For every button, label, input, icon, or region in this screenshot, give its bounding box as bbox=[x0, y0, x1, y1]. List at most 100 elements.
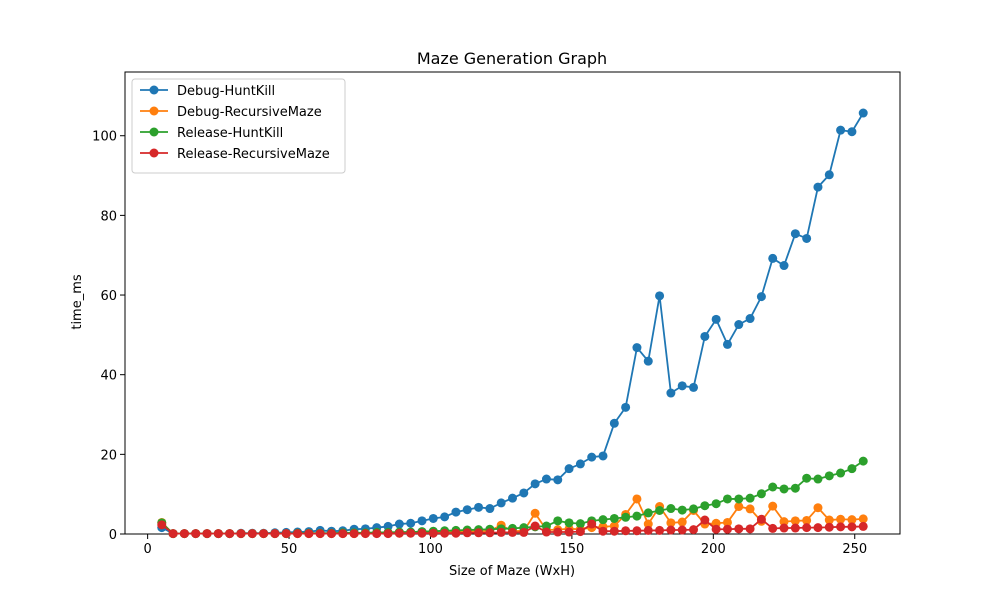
data-point bbox=[677, 505, 687, 515]
data-point bbox=[632, 526, 642, 536]
data-point bbox=[836, 522, 846, 532]
data-point bbox=[281, 529, 291, 539]
data-point bbox=[745, 524, 755, 534]
data-point bbox=[813, 523, 823, 533]
data-point bbox=[722, 339, 732, 349]
data-point bbox=[689, 504, 699, 514]
data-point bbox=[632, 511, 642, 521]
data-point bbox=[293, 529, 303, 539]
data-point bbox=[836, 514, 846, 524]
data-point bbox=[575, 519, 585, 529]
x-tick-label: 50 bbox=[281, 542, 298, 557]
data-point bbox=[836, 125, 846, 135]
data-point bbox=[326, 529, 336, 539]
data-point bbox=[813, 474, 823, 484]
data-point bbox=[768, 253, 778, 263]
data-point bbox=[474, 528, 484, 538]
data-point bbox=[157, 520, 167, 530]
legend: Debug-HuntKill Debug-RecursiveMaze Release… bbox=[131, 78, 346, 174]
data-point bbox=[802, 515, 812, 525]
data-point bbox=[790, 483, 800, 493]
data-point bbox=[643, 525, 653, 535]
data-point bbox=[247, 529, 257, 539]
data-point bbox=[666, 518, 676, 528]
data-point bbox=[779, 517, 789, 527]
data-point bbox=[462, 528, 472, 538]
data-point bbox=[621, 512, 631, 522]
data-point bbox=[564, 518, 574, 528]
x-tick-label: 250 bbox=[842, 542, 867, 557]
legend-label: Debug-HuntKill bbox=[177, 84, 275, 99]
data-point bbox=[790, 229, 800, 239]
legend-marker bbox=[149, 127, 159, 137]
data-point bbox=[609, 418, 619, 428]
data-point bbox=[553, 516, 563, 526]
data-point bbox=[779, 484, 789, 494]
data-point bbox=[689, 525, 699, 535]
data-point bbox=[451, 507, 461, 517]
y-tick-label: 60 bbox=[100, 289, 117, 304]
data-point bbox=[847, 515, 857, 525]
data-point bbox=[745, 314, 755, 324]
data-point bbox=[643, 519, 653, 529]
data-point bbox=[768, 501, 778, 511]
data-point bbox=[428, 528, 438, 538]
data-point bbox=[462, 505, 472, 515]
data-point bbox=[587, 452, 597, 462]
data-point bbox=[632, 494, 642, 504]
data-point bbox=[711, 524, 721, 534]
data-point bbox=[666, 525, 676, 535]
data-point bbox=[779, 261, 789, 271]
data-point bbox=[722, 524, 732, 534]
data-point bbox=[575, 459, 585, 469]
data-point bbox=[756, 489, 766, 499]
data-point bbox=[440, 512, 450, 522]
data-point bbox=[677, 525, 687, 535]
legend-item: Release-HuntKill bbox=[140, 126, 283, 141]
data-point bbox=[530, 508, 540, 518]
legend-label: Release-HuntKill bbox=[177, 126, 283, 141]
data-point bbox=[236, 529, 246, 539]
data-point bbox=[847, 127, 857, 137]
data-point bbox=[304, 529, 314, 539]
data-point bbox=[575, 527, 585, 537]
data-point bbox=[858, 514, 868, 524]
data-point bbox=[689, 382, 699, 392]
data-point bbox=[643, 508, 653, 518]
data-point bbox=[598, 526, 608, 536]
data-point bbox=[768, 523, 778, 533]
y-axis-label: time_ms bbox=[70, 274, 85, 330]
data-point bbox=[519, 527, 529, 537]
legend-box bbox=[131, 78, 346, 174]
legend-label: Release-RecursiveMaze bbox=[177, 147, 330, 162]
data-point bbox=[734, 320, 744, 330]
data-point bbox=[508, 493, 517, 503]
x-tick-label: 0 bbox=[143, 542, 151, 557]
data-point bbox=[700, 515, 710, 525]
x-tick-label: 100 bbox=[418, 542, 443, 557]
data-point bbox=[824, 515, 834, 525]
data-point bbox=[700, 501, 710, 511]
data-point bbox=[541, 527, 551, 537]
data-point bbox=[315, 529, 325, 539]
data-point bbox=[858, 108, 868, 118]
legend-item: Release-RecursiveMaze bbox=[140, 147, 330, 162]
data-point bbox=[858, 521, 868, 531]
data-point bbox=[621, 402, 631, 412]
data-point bbox=[440, 528, 450, 538]
data-point bbox=[666, 504, 676, 514]
data-point bbox=[722, 517, 732, 527]
data-point bbox=[734, 524, 744, 534]
data-point bbox=[530, 521, 540, 531]
data-point bbox=[655, 506, 665, 515]
data-point bbox=[858, 456, 868, 466]
data-point bbox=[394, 519, 404, 529]
data-point bbox=[802, 523, 812, 533]
data-point bbox=[587, 519, 597, 529]
data-point bbox=[802, 233, 812, 243]
data-point bbox=[711, 499, 721, 509]
plot-area: 0 50 100 150 200 250 0 20 40 60 80 100 bbox=[92, 71, 901, 557]
data-point bbox=[428, 513, 438, 523]
data-point bbox=[824, 170, 834, 180]
